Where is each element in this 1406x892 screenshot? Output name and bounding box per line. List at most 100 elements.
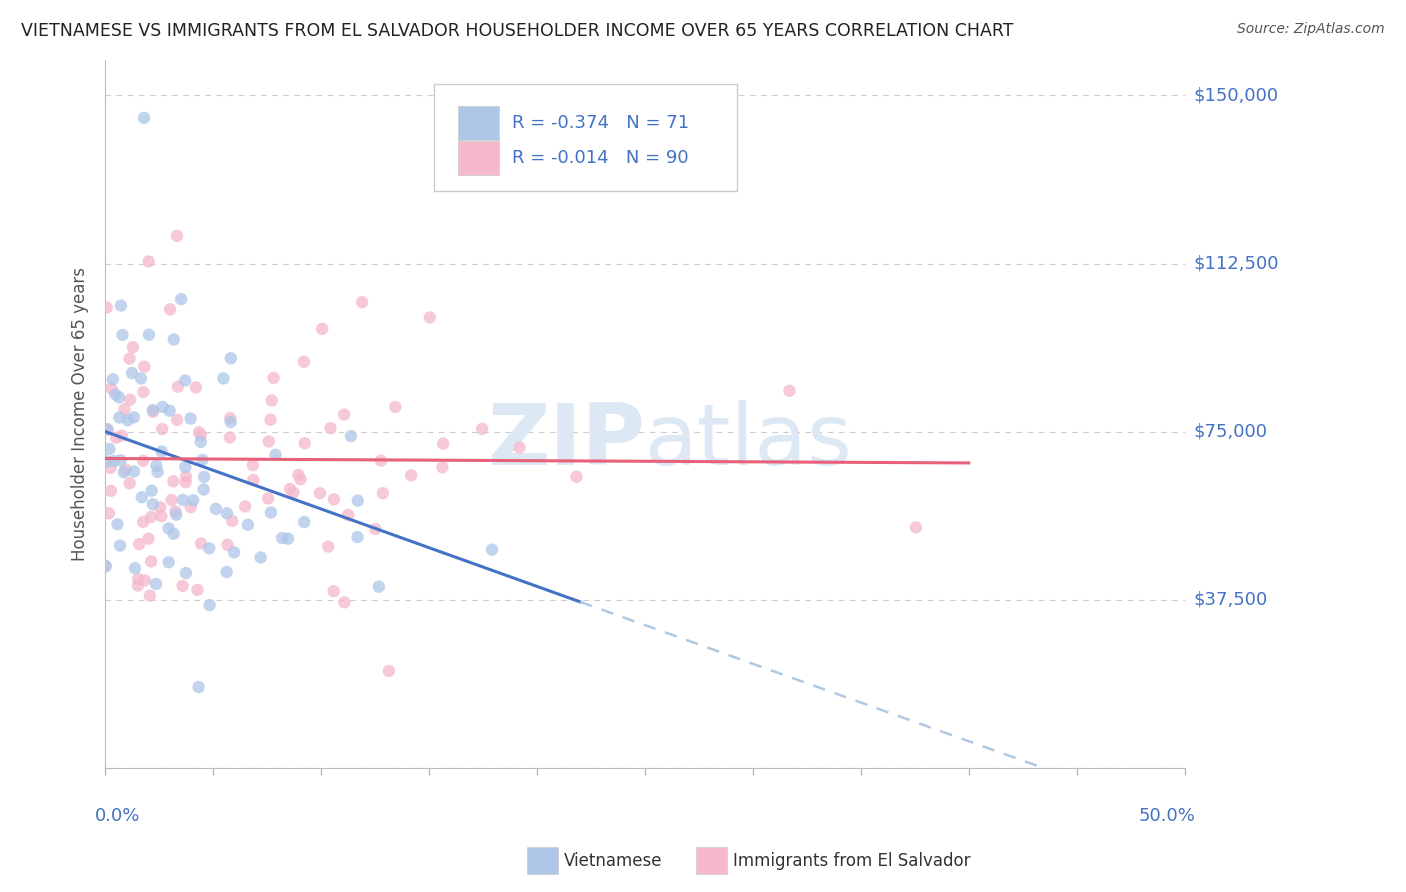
Point [236,517,259,532]
Point [190,428,212,442]
Point [198,541,221,556]
Point [132,515,155,529]
Point [96,301,118,315]
Text: ZIP: ZIP [488,401,645,483]
Point [103,454,125,468]
Point [249,550,271,565]
Point [165,504,187,518]
Point [190,536,212,550]
Text: Immigrants from El Salvador: Immigrants from El Salvador [733,852,970,870]
Point [101,372,124,386]
Point [160,492,183,507]
Point [221,514,243,528]
Point [193,470,215,484]
Text: R = -0.014   N = 90: R = -0.014 N = 90 [512,149,689,167]
Point [181,493,204,508]
Point [188,425,211,440]
Point [157,521,180,535]
Point [163,333,186,347]
Point [292,515,315,529]
Point [346,493,368,508]
Point [132,111,155,125]
Point [100,382,122,396]
Point [311,322,333,336]
Point [127,578,149,592]
Point [150,422,173,436]
Point [242,458,264,472]
Text: Source: ZipAtlas.com: Source: ZipAtlas.com [1237,22,1385,37]
Point [316,540,339,554]
Point [117,413,139,427]
Point [263,371,285,385]
Point [333,595,356,609]
Point [419,310,441,325]
Point [565,470,588,484]
Point [322,584,344,599]
Point [370,453,392,467]
Point [364,522,387,536]
Point [145,458,167,473]
Point [481,542,503,557]
Text: R = -0.374   N = 71: R = -0.374 N = 71 [512,113,689,132]
Point [219,351,242,366]
Point [218,430,240,444]
Text: 0.0%: 0.0% [94,806,139,824]
Point [97,506,120,520]
Point [146,465,169,479]
Point [172,579,194,593]
Point [271,531,294,545]
Point [132,454,155,468]
Point [333,408,356,422]
Point [278,482,301,496]
Point [174,460,197,475]
Text: $150,000: $150,000 [1194,87,1278,104]
Point [145,577,167,591]
Point [162,475,184,489]
Point [114,402,136,417]
Point [100,483,122,498]
Text: Vietnamese: Vietnamese [564,852,662,870]
Point [257,491,280,506]
Point [162,526,184,541]
Point [264,448,287,462]
Point [184,380,207,394]
Point [107,517,129,532]
Point [340,429,363,443]
Point [165,508,187,522]
Point [111,327,134,342]
Point [257,434,280,449]
Point [149,500,172,515]
Text: $112,500: $112,500 [1194,254,1278,273]
Point [134,359,156,374]
Point [193,483,215,497]
Point [174,374,197,388]
Point [157,555,180,569]
Point [100,461,122,475]
Point [131,490,153,504]
Point [167,380,190,394]
Point [142,497,165,511]
Point [212,371,235,385]
Point [322,492,344,507]
Text: $75,000: $75,000 [1194,423,1267,441]
Text: $37,500: $37,500 [1194,591,1267,608]
FancyBboxPatch shape [434,85,737,191]
Point [166,413,188,427]
Point [141,554,163,568]
Point [287,467,309,482]
Point [217,538,239,552]
Text: 50.0%: 50.0% [1139,806,1195,824]
Point [132,385,155,400]
Text: atlas: atlas [645,401,853,483]
Point [166,228,188,243]
Point [139,589,162,603]
Point [96,454,118,468]
Point [180,500,202,514]
Point [114,463,136,477]
Point [118,476,141,491]
Point [432,436,454,450]
Point [904,520,927,534]
Point [399,468,422,483]
Point [118,351,141,366]
Point [159,302,181,317]
